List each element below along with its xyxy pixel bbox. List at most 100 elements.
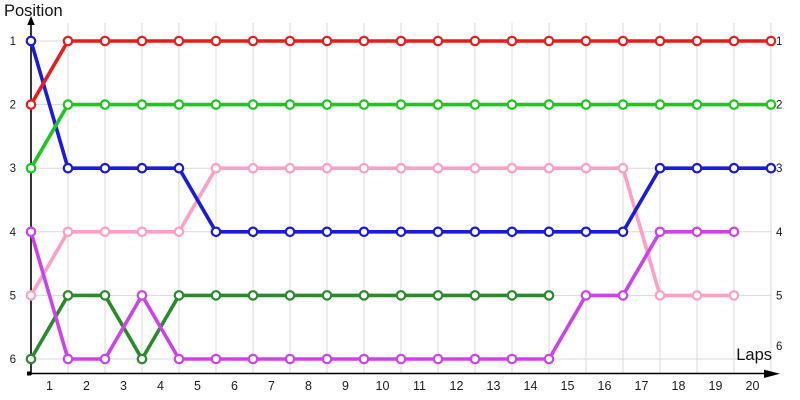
- series-point-green: [136, 99, 148, 110]
- series-point-violet: [136, 290, 148, 301]
- y-axis-arrow-icon: [27, 16, 35, 25]
- series-point-green: [99, 99, 111, 110]
- series-point-red: [543, 35, 555, 47]
- series-point-violet: [321, 353, 333, 365]
- x-tick-label: 20: [746, 379, 760, 393]
- series-point-pink: [691, 290, 703, 301]
- series-point-pink: [358, 162, 370, 174]
- left-y-tick-label: 3: [10, 163, 16, 175]
- series-point-blue: [62, 162, 74, 174]
- right-y-tick-label: 1: [776, 36, 782, 48]
- series-point-dark-green: [173, 290, 185, 301]
- series-point-red: [691, 35, 703, 47]
- series-point-violet: [654, 226, 666, 238]
- series-point-blue: [25, 35, 37, 47]
- series-point-dark-green: [247, 290, 259, 301]
- x-tick-label: 16: [598, 379, 612, 393]
- series-point-red: [469, 35, 481, 47]
- series-point-blue: [358, 226, 370, 238]
- series-point-violet: [173, 353, 185, 365]
- series-point-violet: [506, 353, 518, 365]
- series-line-pink: [29, 166, 736, 298]
- x-tick-label: 19: [709, 379, 723, 393]
- series-point-pink: [247, 162, 259, 174]
- series-point-violet: [543, 353, 555, 365]
- series-point-green: [395, 99, 407, 110]
- series-line-violet: [29, 230, 736, 361]
- series-point-pink: [432, 162, 444, 174]
- series-point-violet: [247, 353, 259, 365]
- series-point-pink: [543, 162, 555, 174]
- series-point-dark-green: [284, 290, 296, 301]
- series-point-red: [247, 35, 259, 47]
- right-y-tick-label: 2: [776, 100, 782, 112]
- series-point-green: [691, 99, 703, 110]
- series-point-blue: [284, 226, 296, 238]
- series-point-blue: [395, 226, 407, 238]
- series-point-red: [358, 35, 370, 47]
- series-point-violet: [395, 353, 407, 365]
- series-point-dark-green: [62, 290, 74, 301]
- x-tick-label: 6: [231, 379, 238, 393]
- series-point-red: [321, 35, 333, 47]
- series-point-red: [99, 35, 111, 47]
- series-point-green: [765, 99, 777, 110]
- series-point-dark-green: [321, 290, 333, 301]
- x-tick-label: 18: [672, 379, 686, 393]
- series-point-red: [506, 35, 518, 47]
- x-tick-label: 7: [268, 379, 275, 393]
- right-y-tick-label: 3: [776, 163, 782, 175]
- series-point-pink: [469, 162, 481, 174]
- series-point-green: [617, 99, 629, 110]
- series-point-blue: [728, 162, 740, 174]
- series-point-green: [432, 99, 444, 110]
- series-point-green: [728, 99, 740, 110]
- series-point-green: [284, 99, 296, 110]
- series-point-violet: [62, 353, 74, 365]
- series-point-red: [284, 35, 296, 47]
- x-tick-label: 8: [305, 379, 312, 393]
- series-point-dark-green: [506, 290, 518, 301]
- grid-layer: [31, 23, 772, 374]
- series-point-red: [432, 35, 444, 47]
- axis-origin-dot: [27, 371, 31, 376]
- x-tick-label: 12: [450, 379, 464, 393]
- series-point-red: [580, 35, 592, 47]
- series-layer: [25, 35, 777, 365]
- x-tick-label: 1: [46, 379, 53, 393]
- series-point-blue: [469, 226, 481, 238]
- x-tick-label: 3: [120, 379, 127, 393]
- series-point-violet: [25, 226, 37, 238]
- x-tick-label: 13: [487, 379, 501, 393]
- series-point-blue: [765, 162, 777, 174]
- series-point-blue: [617, 226, 629, 238]
- x-axis-title: Laps: [736, 346, 772, 364]
- series-point-pink: [580, 162, 592, 174]
- series-point-blue: [173, 162, 185, 174]
- left-y-tick-label: 5: [10, 290, 16, 302]
- series-point-violet: [432, 353, 444, 365]
- series-point-dark-green: [543, 290, 555, 301]
- left-y-tick-label: 1: [10, 36, 16, 48]
- x-tick-label: 11: [413, 379, 426, 393]
- x-tick-label: 14: [524, 379, 538, 393]
- series-point-blue: [247, 226, 259, 238]
- series-point-blue: [321, 226, 333, 238]
- tick-layer: 1 2 3 4 5 6 7 8 9 10 11 12 13 14 15 16 17 18 19 20123456123…: [10, 36, 783, 393]
- series-point-red: [617, 35, 629, 47]
- series-point-blue: [506, 226, 518, 238]
- series-point-pink: [173, 226, 185, 238]
- series-point-pink: [395, 162, 407, 174]
- series-point-violet: [728, 226, 740, 238]
- x-axis-arrow-icon: [764, 369, 780, 378]
- series-point-violet: [358, 353, 370, 365]
- series-point-green: [506, 99, 518, 110]
- series-point-red: [62, 35, 74, 47]
- right-y-tick-label: 5: [776, 290, 782, 302]
- series-point-green: [247, 99, 259, 110]
- series-point-red: [654, 35, 666, 47]
- series-point-green: [654, 99, 666, 110]
- series-point-pink: [25, 290, 37, 301]
